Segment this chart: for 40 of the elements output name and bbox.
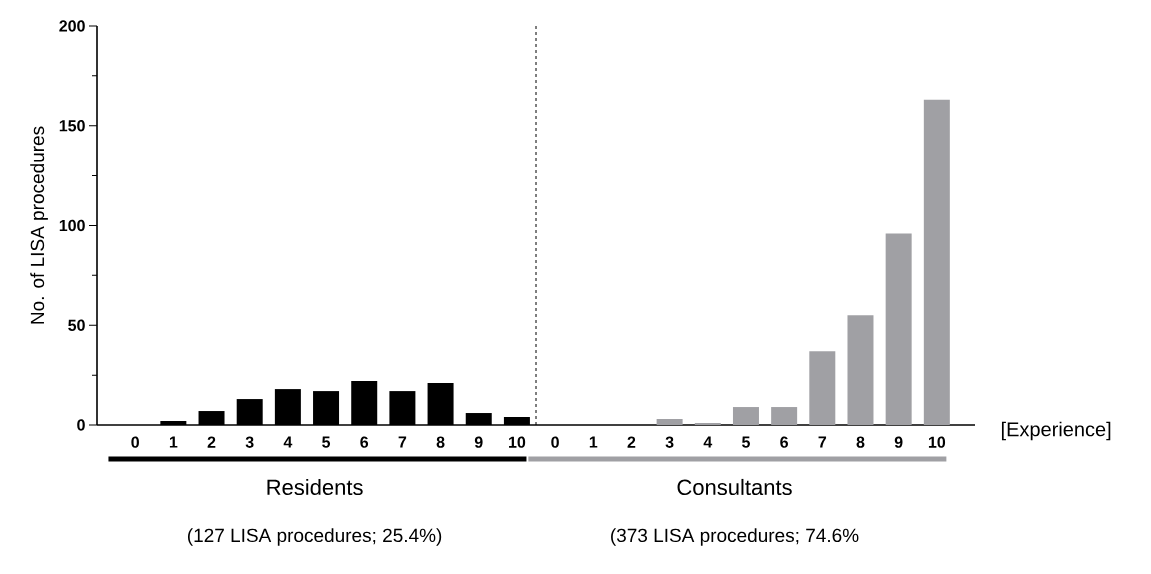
- text: Residents: [267, 478, 363, 496]
- bar: [809, 351, 836, 425]
- x-axis-title: [Experience]: [1001, 421, 1111, 441]
- x-tick-label: 8: [856, 436, 865, 448]
- bar: [771, 407, 798, 425]
- x-tick-label: 1: [169, 436, 178, 448]
- bar: [923, 99, 950, 425]
- bar: [847, 315, 874, 425]
- x-tick-label: 0: [551, 436, 559, 448]
- x-tick-label: 8: [436, 436, 445, 448]
- x-tick-label: 9: [894, 436, 903, 448]
- x-tick-label: 7: [818, 436, 827, 448]
- x-tick-label: 5: [742, 436, 750, 448]
- x-tick-label: 9: [474, 436, 483, 448]
- x-tick-label: 10: [509, 436, 526, 448]
- x-tick-label: 0: [131, 436, 139, 448]
- x-tick-label: 7: [398, 436, 407, 448]
- x-tick-label: 6: [360, 436, 369, 448]
- y-tick-label: 100: [59, 219, 85, 232]
- x-tick-label: 10: [928, 436, 946, 448]
- y-tick-label: 0: [77, 419, 85, 431]
- x-tick-label: 2: [207, 436, 216, 448]
- x-tick-label: 6: [780, 436, 788, 448]
- x-tick-label: 1: [589, 436, 598, 448]
- x-tick-label: 4: [283, 436, 293, 448]
- bar: [732, 407, 759, 425]
- x-tick-label: 5: [322, 436, 331, 448]
- y-tick-label: 150: [59, 120, 85, 132]
- x-tick-label: 2: [627, 436, 636, 448]
- y-tick-label: 200: [59, 20, 85, 32]
- x-tick-label: 3: [245, 436, 254, 448]
- x-tick-label: 4: [703, 436, 713, 448]
- text: (373 LISA procedures; 74.6%: [611, 528, 859, 546]
- y-axis-title: No. of LISA procedures: [30, 126, 48, 324]
- text: (127 LISA procedures; 25.4%): [187, 528, 442, 546]
- bar: [885, 233, 912, 425]
- y-tick-label: 50: [68, 319, 85, 331]
- text: Consultants: [677, 478, 792, 496]
- x-tick-label: 3: [665, 436, 674, 448]
- bar: [656, 419, 683, 425]
